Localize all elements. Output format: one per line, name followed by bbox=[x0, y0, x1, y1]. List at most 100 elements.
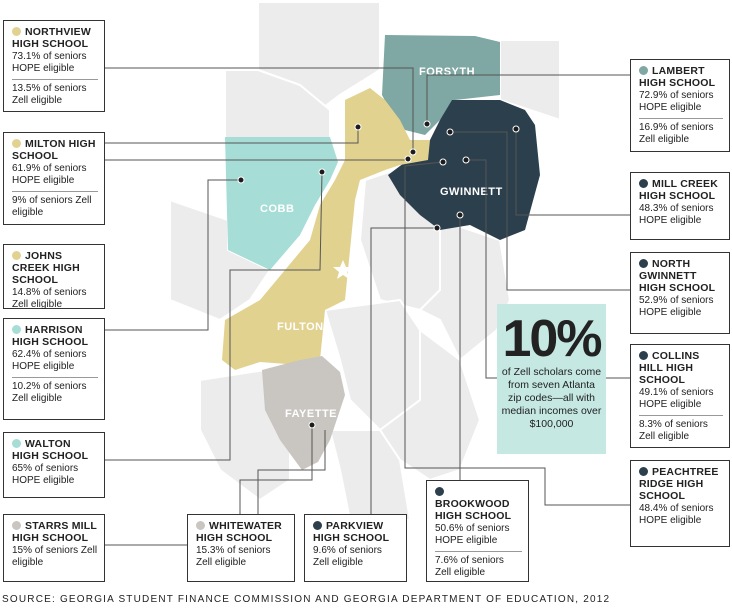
zell-stat: 15.3% of seniors Zell eligible bbox=[196, 545, 271, 568]
background-counties bbox=[169, 1, 561, 521]
callout-percent: 10% bbox=[502, 310, 602, 368]
callout-text: of Zell scholars come from seven Atlanta… bbox=[501, 366, 602, 430]
school-card-johns-creek: JOHNS CREEK HIGH SCHOOL 14.8% of seniors… bbox=[3, 244, 105, 310]
zell-stat: 13.5% of seniors Zell eligible bbox=[12, 83, 87, 106]
county-cobb bbox=[225, 137, 338, 270]
county-color-dot-icon bbox=[12, 251, 21, 260]
hope-stat: 61.9% of seniors HOPE eligible bbox=[12, 163, 87, 186]
hope-stat: 49.1% of seniors HOPE eligible bbox=[639, 387, 714, 410]
school-card-brookwood: BROOKWOOD HIGH SCHOOL 50.6% of seniors H… bbox=[426, 480, 529, 582]
zell-stat: 15% of seniors Zell eligible bbox=[12, 545, 98, 568]
dot-milton[interactable] bbox=[354, 123, 362, 131]
school-card-peachtree-ridge: PEACHTREE RIDGE HIGH SCHOOL 48.4% of sen… bbox=[630, 460, 730, 547]
leader-lines bbox=[104, 67, 630, 546]
county-fulton bbox=[222, 88, 430, 370]
dot-parkview[interactable] bbox=[433, 224, 441, 232]
leader-whitewater bbox=[257, 430, 326, 514]
school-name: WHITEWATER HIGH SCHOOL bbox=[196, 520, 282, 544]
county-color-dot-icon bbox=[313, 521, 322, 530]
school-name: MILL CREEK HIGH SCHOOL bbox=[639, 178, 718, 202]
school-name: JOHNS CREEK HIGH SCHOOL bbox=[12, 250, 80, 286]
county-label-fayette: FAYETTE bbox=[285, 408, 337, 420]
school-name: NORTH GWINNETT HIGH SCHOOL bbox=[639, 258, 716, 294]
county-label-fulton: FULTON bbox=[277, 321, 324, 333]
source-note: SOURCE: GEORGIA STUDENT FINANCE COMMISSI… bbox=[2, 594, 611, 605]
school-card-north-gwinnett: NORTH GWINNETT HIGH SCHOOL 52.9% of seni… bbox=[630, 252, 730, 334]
county-gwinnett bbox=[388, 100, 540, 240]
leader-northview bbox=[104, 67, 414, 152]
county-label-cobb: COBB bbox=[260, 203, 294, 215]
school-card-mill-creek: MILL CREEK HIGH SCHOOL 48.3% of seniors … bbox=[630, 172, 730, 240]
school-card-whitewater: WHITEWATER HIGH SCHOOL 15.3% of seniors … bbox=[187, 514, 295, 582]
county-label-gwinnett: GWINNETT bbox=[440, 186, 503, 198]
dot-brookwood[interactable] bbox=[456, 211, 464, 219]
county-color-dot-icon bbox=[12, 439, 21, 448]
dot-johns-creek[interactable] bbox=[404, 155, 412, 163]
hope-stat: 73.1% of seniors HOPE eligible bbox=[12, 51, 87, 74]
hope-stat: 65% of seniors HOPE eligible bbox=[12, 463, 79, 486]
dot-harrison[interactable] bbox=[237, 176, 245, 184]
school-card-harrison: HARRISON HIGH SCHOOL 62.4% of seniors HO… bbox=[3, 318, 105, 420]
hope-stat: 72.9% of seniors HOPE eligible bbox=[639, 90, 714, 113]
school-card-collins-hill: COLLINS HILL HIGH SCHOOL 49.1% of senior… bbox=[630, 344, 730, 448]
dot-mill-creek[interactable] bbox=[512, 125, 520, 133]
school-name: COLLINS HILL HIGH SCHOOL bbox=[639, 350, 700, 386]
county-color-dot-icon bbox=[12, 27, 21, 36]
school-card-starrs-mill: STARRS MILL HIGH SCHOOL 15% of seniors Z… bbox=[3, 514, 105, 582]
atlanta-star-icon bbox=[333, 260, 353, 279]
hope-stat: 50.6% of seniors HOPE eligible bbox=[435, 523, 510, 546]
zell-stat: 9.6% of seniors Zell eligible bbox=[313, 545, 382, 568]
county-color-dot-icon bbox=[639, 259, 648, 268]
county-color-dot-icon bbox=[196, 521, 205, 530]
zell-stat: 14.8% of seniors Zell eligible bbox=[12, 287, 87, 310]
county-forsyth bbox=[382, 35, 500, 135]
dot-collins-hill[interactable] bbox=[462, 156, 470, 164]
school-name: WALTON HIGH SCHOOL bbox=[12, 438, 89, 462]
dot-walton[interactable] bbox=[318, 168, 326, 176]
school-card-lambert: LAMBERT HIGH SCHOOL 72.9% of seniors HOP… bbox=[630, 59, 730, 152]
county-color-dot-icon bbox=[12, 325, 21, 334]
school-name: BROOKWOOD HIGH SCHOOL bbox=[435, 486, 522, 522]
leader-parkview bbox=[370, 227, 437, 514]
zell-stat: 9% of seniors Zell eligible bbox=[12, 195, 92, 218]
school-card-milton: MILTON HIGH SCHOOL 61.9% of seniors HOPE… bbox=[3, 132, 105, 225]
zell-stat: 8.3% of seniors Zell eligible bbox=[639, 419, 708, 442]
school-card-northview: NORTHVIEW HIGH SCHOOL 73.1% of seniors H… bbox=[3, 20, 105, 112]
county-color-dot-icon bbox=[639, 179, 648, 188]
zell-stat: 16.9% of seniors Zell eligible bbox=[639, 122, 714, 145]
school-name: NORTHVIEW HIGH SCHOOL bbox=[12, 26, 91, 50]
county-color-dot-icon bbox=[12, 521, 21, 530]
school-name: HARRISON HIGH SCHOOL bbox=[12, 324, 89, 348]
school-name: PEACHTREE RIDGE HIGH SCHOOL bbox=[639, 466, 719, 502]
dot-lambert[interactable] bbox=[423, 120, 431, 128]
county-color-dot-icon bbox=[435, 487, 444, 496]
dot-starrs-mill[interactable] bbox=[308, 421, 316, 429]
county-color-dot-icon bbox=[639, 467, 648, 476]
leader-north-gwinnett bbox=[450, 131, 630, 291]
leader-mill-creek bbox=[515, 130, 630, 216]
zell-stat: 7.6% of seniors Zell eligible bbox=[435, 555, 504, 578]
leader-lambert bbox=[426, 74, 630, 124]
county-color-dot-icon bbox=[639, 351, 648, 360]
county-background-south bbox=[328, 429, 412, 521]
leader-walton bbox=[104, 172, 323, 461]
school-name: PARKVIEW HIGH SCHOOL bbox=[313, 520, 390, 544]
school-name: MILTON HIGH SCHOOL bbox=[12, 138, 96, 162]
county-color-dot-icon bbox=[12, 139, 21, 148]
school-name: STARRS MILL HIGH SCHOOL bbox=[12, 520, 97, 544]
school-name: LAMBERT HIGH SCHOOL bbox=[639, 65, 716, 89]
zell-stat: 10.2% of seniors Zell eligible bbox=[12, 381, 87, 404]
dot-north-gwinnett[interactable] bbox=[446, 128, 454, 136]
school-card-parkview: PARKVIEW HIGH SCHOOL 9.6% of seniors Zel… bbox=[304, 514, 407, 582]
zell-callout: 10% of Zell scholars come from seven Atl… bbox=[497, 304, 606, 454]
dot-northview[interactable] bbox=[409, 148, 417, 156]
school-card-walton: WALTON HIGH SCHOOL 65% of seniors HOPE e… bbox=[3, 432, 105, 498]
hope-stat: 48.4% of seniors HOPE eligible bbox=[639, 503, 714, 526]
school-dots bbox=[237, 120, 520, 429]
county-fayette bbox=[262, 356, 345, 470]
hope-stat: 48.3% of seniors HOPE eligible bbox=[639, 203, 714, 226]
dot-peachtree-ridge[interactable] bbox=[439, 158, 447, 166]
hope-stat: 52.9% of seniors HOPE eligible bbox=[639, 295, 714, 318]
leader-harrison bbox=[104, 179, 241, 331]
